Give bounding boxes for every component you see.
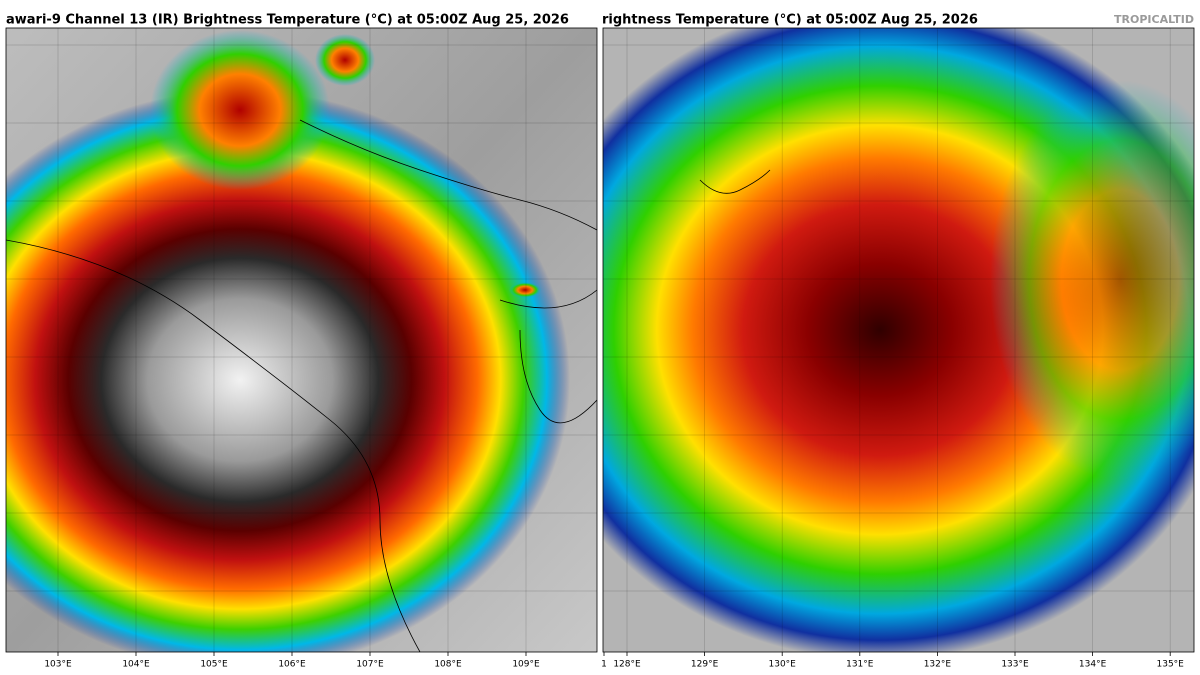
x-tick-label: 1 [601,660,607,670]
watermark: TROPICALTID [1114,13,1194,26]
x-tick-label: 132°E [924,660,952,670]
left-panel [6,28,597,652]
x-tick-label: 108°E [434,660,462,670]
x-tick-label: 104°E [122,660,150,670]
right-panel [603,28,1194,652]
x-tick-label: 130°E [769,660,797,670]
panel-title: awari-9 Channel 13 (IR) Brightness Tempe… [6,13,569,28]
x-tick-label: 105°E [200,660,228,670]
x-tick-label: 106°E [278,660,306,670]
x-tick-label: 128°E [613,660,641,670]
x-tick-label: 134°E [1079,660,1107,670]
x-tick-label: 135°E [1157,660,1185,670]
x-tick-label: 133°E [1001,660,1029,670]
x-tick-label: 129°E [691,660,719,670]
x-tick-label: 109°E [512,660,540,670]
panel-title: rightness Temperature (°C) at 05:00Z Aug… [602,13,978,28]
x-tick-label: 107°E [356,660,384,670]
x-tick-label: 131°E [846,660,874,670]
x-tick-label: 103°E [44,660,72,670]
